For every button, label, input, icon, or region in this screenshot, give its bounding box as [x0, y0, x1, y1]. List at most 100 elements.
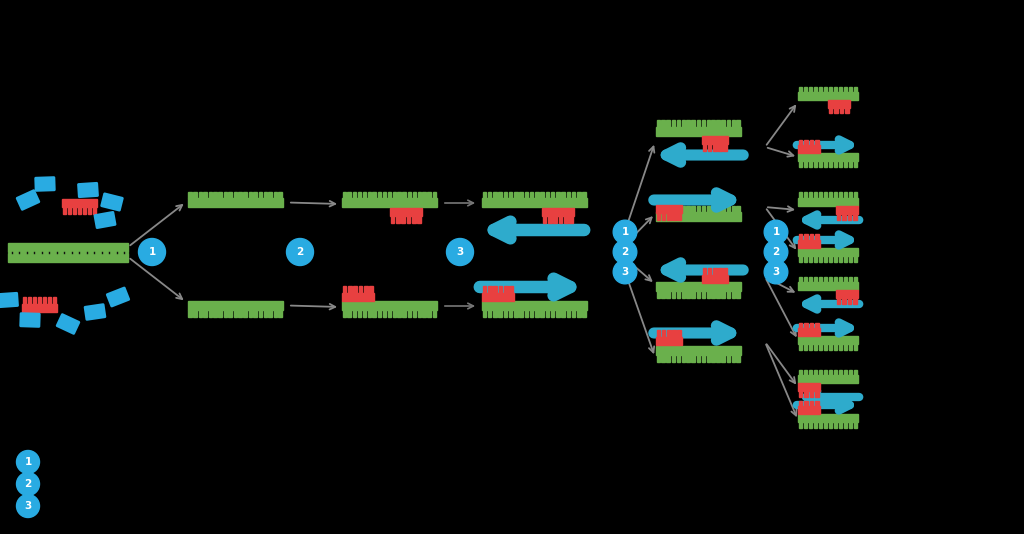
Bar [57, 246, 61, 253]
Bar [823, 256, 827, 262]
Bar [736, 355, 740, 362]
Bar [804, 256, 807, 262]
Bar [723, 268, 727, 274]
Bar [853, 192, 857, 198]
FancyBboxPatch shape [33, 174, 57, 195]
Bar [31, 246, 34, 253]
Bar [551, 192, 554, 198]
Bar [815, 234, 819, 240]
Bar [80, 252, 83, 259]
Bar [828, 108, 833, 114]
Bar [839, 277, 842, 282]
Bar [809, 161, 812, 167]
Circle shape [446, 239, 473, 265]
Bar [80, 246, 83, 253]
Bar [667, 206, 670, 212]
Bar [273, 192, 278, 198]
Bar [662, 355, 665, 362]
Bar [8, 253, 128, 262]
Bar [556, 310, 560, 317]
Bar [258, 192, 262, 198]
Bar [667, 291, 670, 297]
Bar [362, 310, 366, 317]
Bar [701, 291, 705, 297]
Bar [407, 216, 411, 223]
Bar [799, 370, 802, 375]
Bar [815, 139, 819, 145]
Bar [662, 291, 665, 297]
Circle shape [613, 260, 637, 284]
Bar [672, 355, 675, 362]
Bar [514, 310, 518, 317]
Bar [804, 400, 808, 406]
Bar [798, 406, 820, 414]
Bar [499, 286, 502, 293]
Bar [85, 246, 89, 253]
Bar [233, 192, 237, 198]
Bar [529, 310, 534, 317]
Bar [561, 192, 565, 198]
Bar [839, 344, 842, 349]
Bar [509, 310, 512, 317]
Bar [842, 298, 846, 303]
Bar [677, 213, 681, 219]
Bar [90, 252, 94, 259]
Bar [535, 310, 539, 317]
Bar [691, 291, 695, 297]
Bar [842, 214, 846, 219]
Bar [839, 161, 842, 167]
FancyBboxPatch shape [56, 315, 80, 333]
Bar [78, 207, 81, 214]
Bar [717, 291, 720, 297]
Bar [818, 370, 822, 375]
Bar [712, 206, 715, 212]
Bar [402, 192, 406, 198]
Bar [813, 192, 817, 198]
Bar [41, 246, 45, 253]
Bar [662, 330, 666, 336]
Bar [96, 246, 99, 253]
Bar [736, 206, 740, 212]
FancyBboxPatch shape [100, 193, 123, 210]
Bar [686, 291, 690, 297]
Bar [701, 206, 705, 212]
Bar [397, 192, 401, 198]
Bar [418, 192, 421, 198]
Bar [499, 192, 502, 198]
Bar [837, 298, 841, 303]
Bar [19, 246, 24, 253]
Bar [194, 310, 197, 317]
Bar [853, 87, 857, 92]
Bar [36, 246, 40, 253]
Bar [823, 192, 827, 198]
Bar [397, 310, 401, 317]
Circle shape [613, 240, 637, 264]
Bar [667, 121, 670, 127]
Bar [844, 277, 847, 282]
Bar [672, 121, 675, 127]
Bar [514, 192, 518, 198]
Bar [364, 286, 368, 293]
Bar [561, 310, 565, 317]
Bar [849, 277, 852, 282]
Bar [254, 310, 257, 317]
Bar [509, 192, 512, 198]
Bar [396, 216, 399, 223]
Bar [798, 145, 820, 153]
Bar [701, 355, 705, 362]
Bar [839, 370, 842, 375]
Bar [702, 136, 728, 144]
Text: 1: 1 [148, 247, 156, 257]
Bar [804, 277, 807, 282]
Bar [542, 208, 574, 216]
Bar [849, 344, 852, 349]
Bar [57, 252, 61, 259]
Bar [667, 330, 671, 336]
Bar [273, 310, 278, 317]
Bar [844, 192, 847, 198]
Bar [417, 216, 421, 223]
Bar [83, 207, 86, 214]
Bar [524, 310, 528, 317]
Bar [723, 144, 727, 151]
Bar [813, 256, 817, 262]
